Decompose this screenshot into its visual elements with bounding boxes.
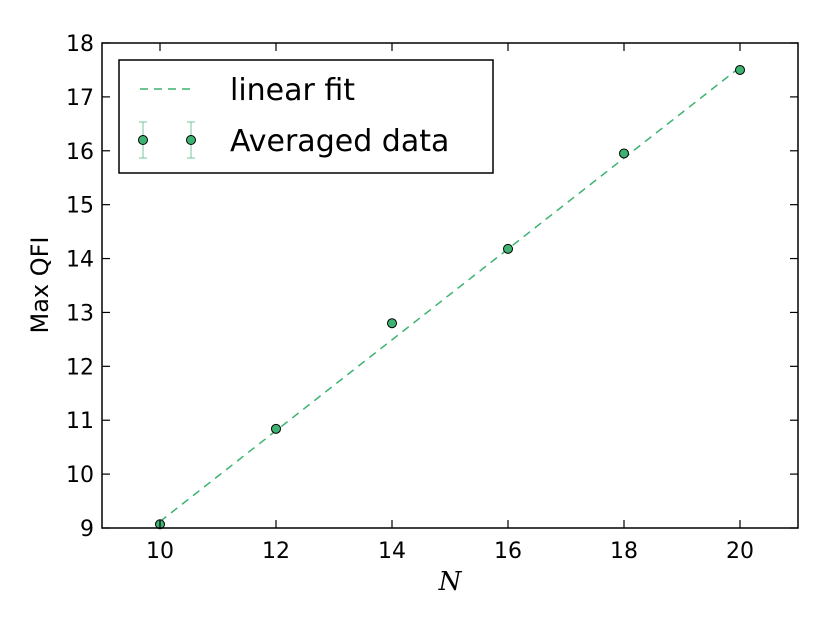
plot-frame xyxy=(101,42,799,529)
y-tick-label: 18 xyxy=(66,32,94,57)
data-point xyxy=(387,318,397,329)
x-tick-label: 20 xyxy=(726,539,754,564)
x-axis-tick-labels: 10 12 14 16 18 20 xyxy=(146,539,754,564)
data-point xyxy=(735,64,745,75)
legend-fit-label: linear fit xyxy=(230,73,355,108)
legend-frame xyxy=(118,59,494,174)
y-tick-label: 14 xyxy=(66,248,94,273)
y-tick-label: 10 xyxy=(66,463,94,488)
y-tick-label: 17 xyxy=(66,86,94,111)
x-axis-ticks xyxy=(159,43,741,528)
y-tick-label: 9 xyxy=(80,517,94,542)
x-tick-label: 12 xyxy=(262,539,290,564)
fit-layer xyxy=(159,66,741,523)
y-tick-label: 13 xyxy=(66,301,94,326)
points-layer xyxy=(155,64,745,530)
x-tick-label: 18 xyxy=(610,539,638,564)
x-axis-title: N xyxy=(438,567,463,597)
x-tick-label: 10 xyxy=(146,539,174,564)
data-point xyxy=(503,243,513,254)
data-point xyxy=(271,423,281,434)
legend-data-swatch xyxy=(138,121,196,159)
y-axis-ticks xyxy=(102,42,798,529)
y-tick-label: 15 xyxy=(66,194,94,219)
linear-fit-line xyxy=(159,66,741,523)
x-tick-label: 14 xyxy=(378,539,406,564)
y-tick-label: 12 xyxy=(66,355,94,380)
legend: linear fit Averaged data xyxy=(118,59,494,174)
y-tick-label: 11 xyxy=(66,409,94,434)
x-tick-label: 16 xyxy=(494,539,522,564)
legend-data-label: Averaged data xyxy=(230,124,449,159)
y-axis-title: Max QFI xyxy=(26,236,54,333)
data-point xyxy=(619,148,629,159)
y-tick-label: 16 xyxy=(66,140,94,165)
y-axis-tick-labels: 9 10 11 12 13 14 15 16 17 18 xyxy=(66,32,94,542)
